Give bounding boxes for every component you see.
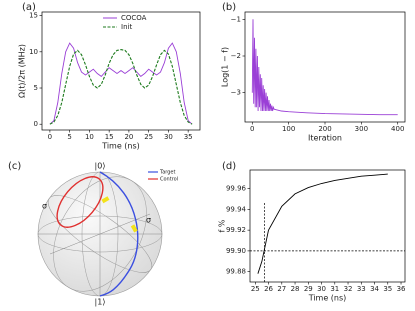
x-tick-label: 0 xyxy=(250,125,254,133)
bloch-label: σ xyxy=(146,216,151,225)
x-tick-label: 25 xyxy=(251,285,260,293)
control-path xyxy=(56,176,104,228)
marker xyxy=(101,196,110,204)
bloch-label: σ xyxy=(42,202,47,211)
series-line xyxy=(49,42,193,125)
y-axis-label: f % xyxy=(218,219,227,232)
x-axis-label: Iteration xyxy=(308,134,342,143)
sphere-guide xyxy=(47,195,153,273)
axes-frame xyxy=(249,169,406,283)
y-tick-label: −2 xyxy=(231,52,241,60)
x-tick-label: 26 xyxy=(264,285,273,293)
y-tick-label: 0 xyxy=(34,120,38,128)
y-tick-label: 15 xyxy=(29,12,38,20)
x-tick-label: 35 xyxy=(184,133,193,141)
y-tick-label: 99.96 xyxy=(226,185,247,193)
y-tick-label: 5 xyxy=(34,84,38,92)
x-tick-label: 28 xyxy=(291,285,300,293)
x-tick-label: 100 xyxy=(282,125,295,133)
bloch-label: |1⟩ xyxy=(95,298,106,307)
x-tick-label: 33 xyxy=(357,285,366,293)
y-tick-label: 99.90 xyxy=(226,247,246,255)
y-tick-label: −3 xyxy=(231,89,241,97)
legend-label: Target xyxy=(159,170,176,176)
y-tick-label: 10 xyxy=(29,48,38,56)
x-tick-label: 20 xyxy=(124,133,133,141)
y-axis-label: Log(1 − f) xyxy=(221,47,230,87)
x-tick-label: 27 xyxy=(277,285,286,293)
marker xyxy=(130,224,138,233)
panel-label: (d) xyxy=(222,161,236,172)
y-tick-label: 99.88 xyxy=(226,268,246,276)
legend-label: Init xyxy=(121,23,132,31)
y-axis-label: Ω(t)/2π (MHz) xyxy=(18,44,27,98)
x-tick-label: 200 xyxy=(318,125,331,133)
x-tick-label: 36 xyxy=(397,285,406,293)
y-tick-label: −1 xyxy=(231,15,241,23)
x-tick-label: 0 xyxy=(48,133,52,141)
x-tick-label: 400 xyxy=(391,125,404,133)
x-tick-label: 300 xyxy=(355,125,368,133)
y-tick-label: 99.92 xyxy=(226,226,246,234)
x-axis-label: Time (ns) xyxy=(308,294,347,303)
x-tick-label: 30 xyxy=(164,133,173,141)
x-tick-label: 35 xyxy=(383,285,392,293)
bloch-label: |0⟩ xyxy=(95,162,106,171)
panel-label: (c) xyxy=(8,161,21,172)
legend-label: COCOA xyxy=(121,14,147,22)
x-tick-label: 34 xyxy=(370,285,379,293)
x-tick-label: 29 xyxy=(304,285,313,293)
y-tick-label: 99.94 xyxy=(226,205,247,213)
x-tick-label: 30 xyxy=(317,285,326,293)
legend-label: Control xyxy=(160,177,178,183)
x-tick-label: 32 xyxy=(344,285,353,293)
x-tick-label: 31 xyxy=(330,285,339,293)
target-path xyxy=(99,171,139,297)
series-line xyxy=(49,49,193,125)
x-tick-label: 10 xyxy=(85,133,94,141)
panel-label: (a) xyxy=(22,2,36,13)
x-tick-label: 5 xyxy=(67,133,71,141)
x-tick-label: 15 xyxy=(105,133,114,141)
axes-frame xyxy=(41,11,201,131)
series-line xyxy=(257,173,388,274)
sphere-guide xyxy=(53,176,147,292)
x-axis-label: Time (ns) xyxy=(101,142,140,151)
panel-label: (b) xyxy=(222,2,236,13)
series-line xyxy=(251,19,398,116)
x-tick-label: 25 xyxy=(144,133,153,141)
